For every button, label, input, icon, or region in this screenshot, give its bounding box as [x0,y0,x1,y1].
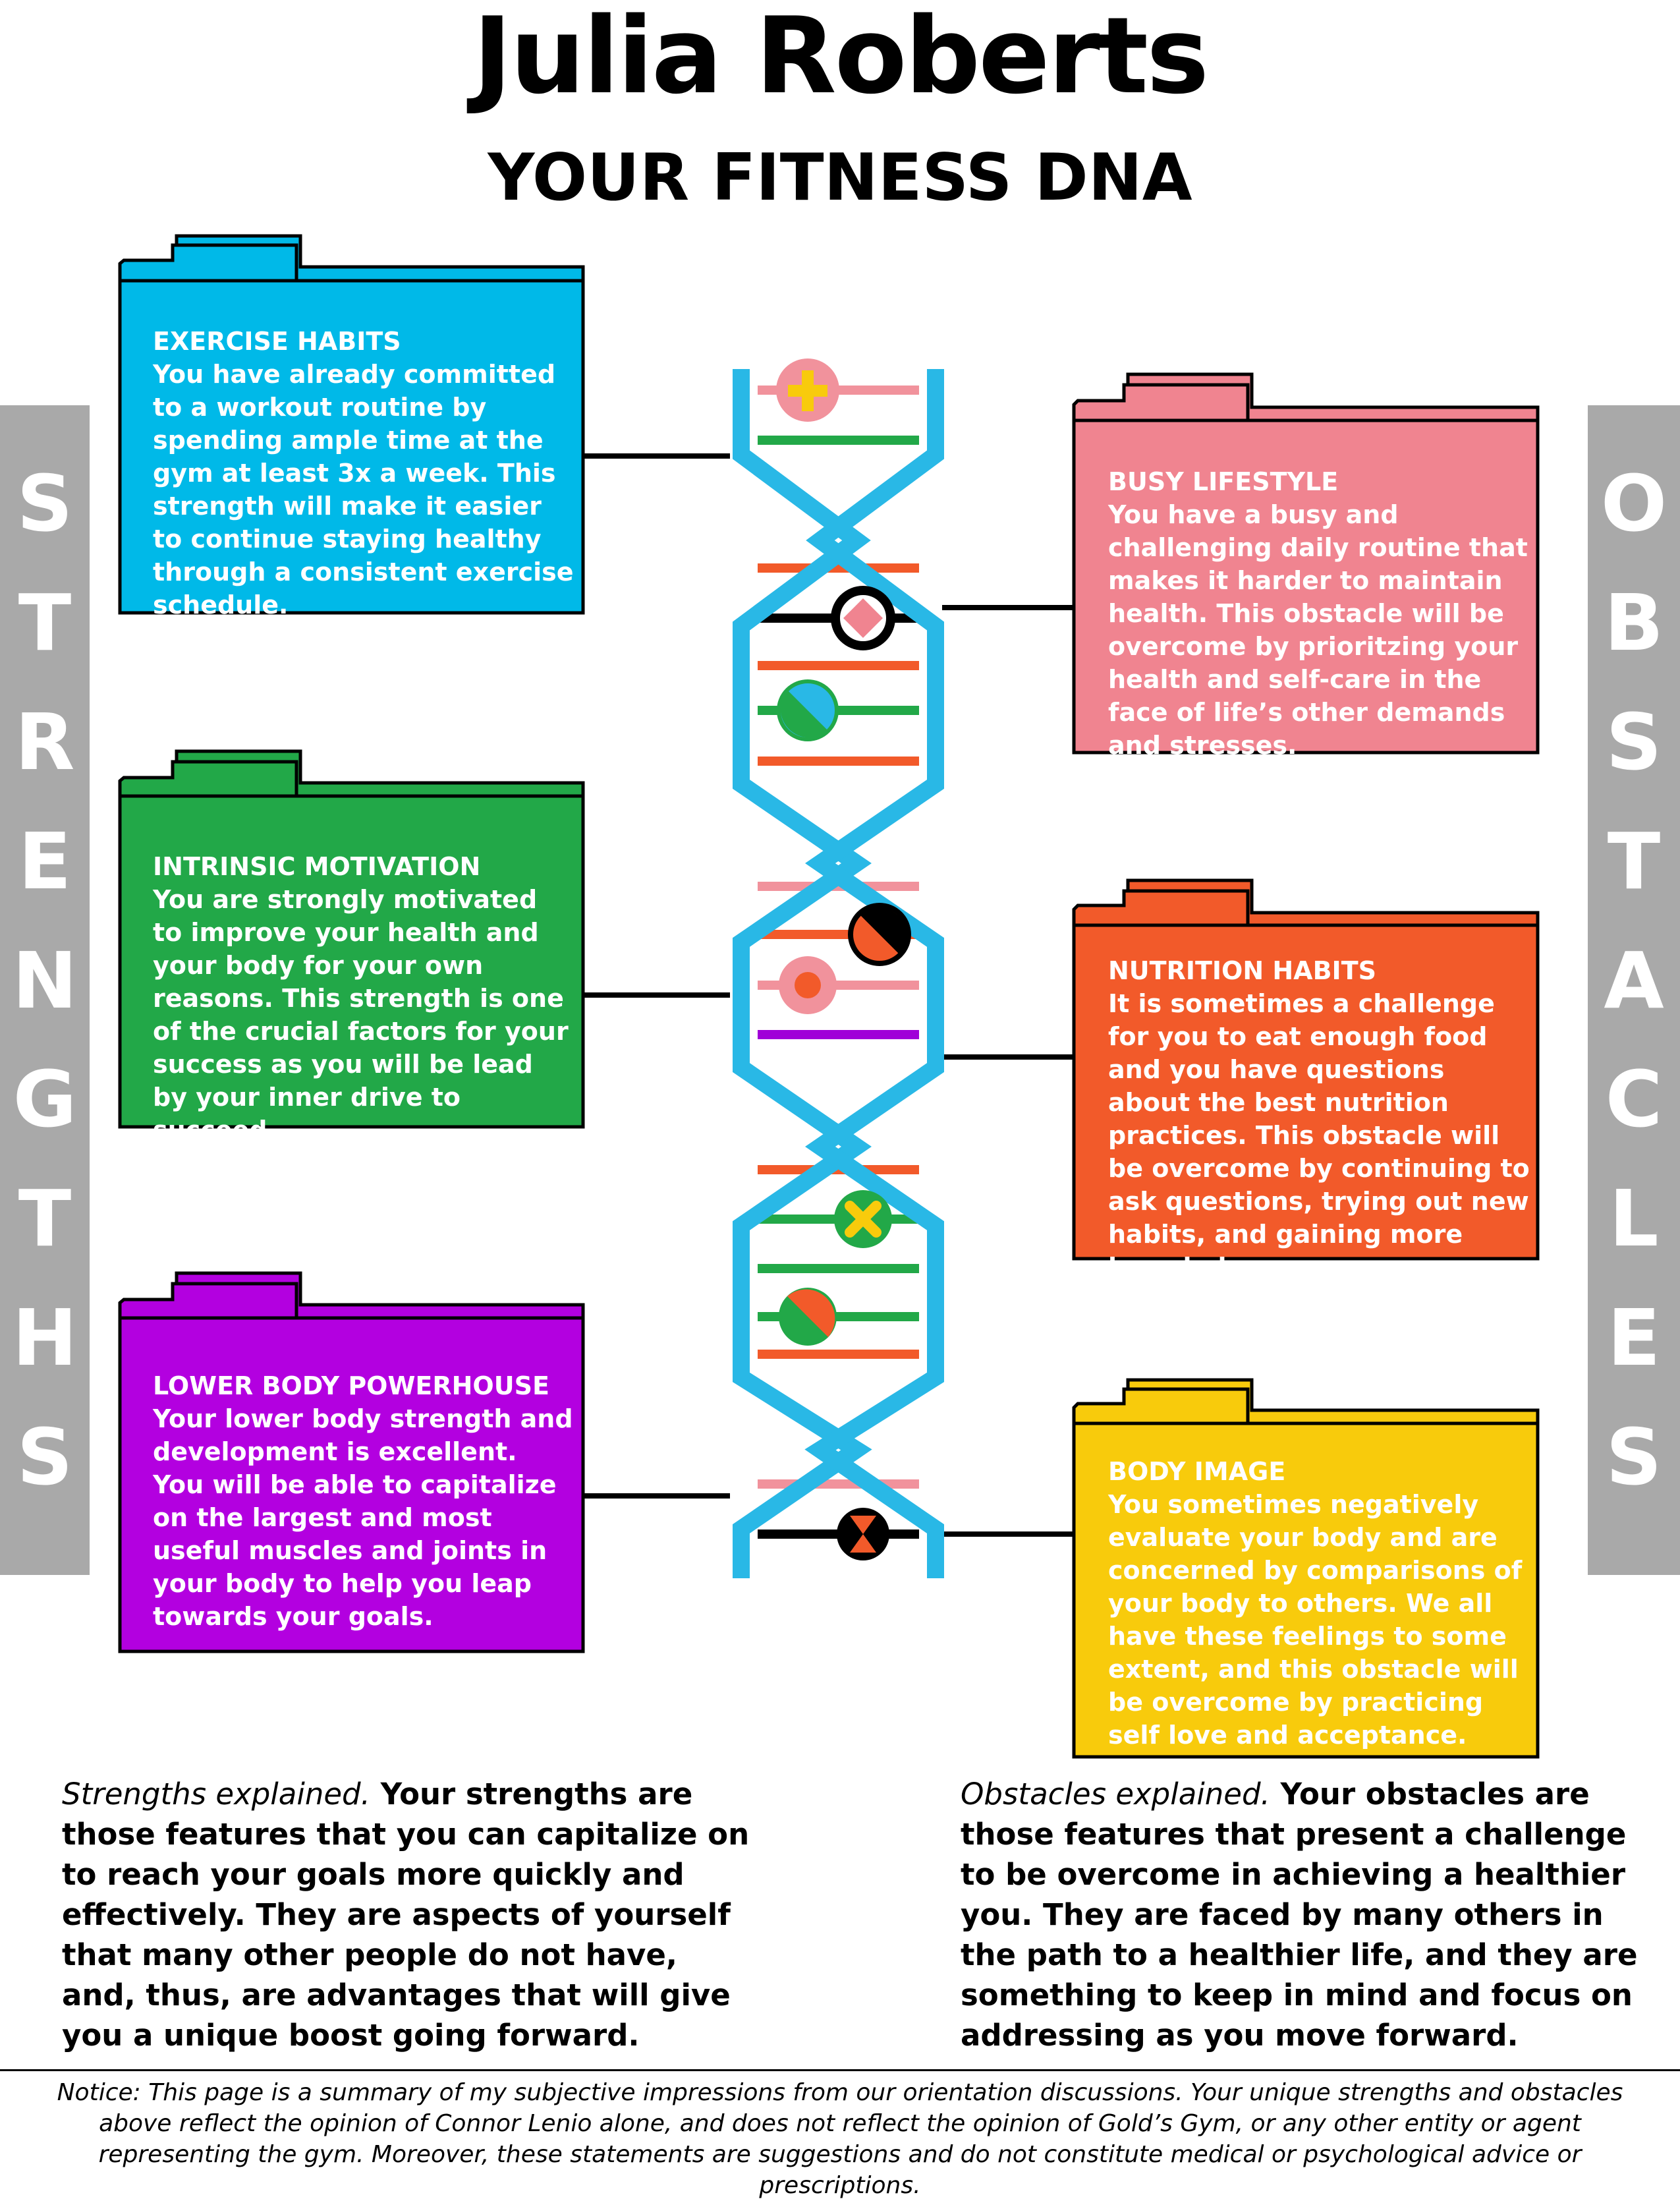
strengths-explanation: Strengths explained. Your strengths are … [62,1774,760,2055]
obstacle-card-busy-lifestyle: BUSY LIFESTYLE You have a busy and chall… [1108,465,1530,762]
sidebar-letter: H [12,1292,78,1384]
card-body: It is sometimes a challenge for you to e… [1108,989,1530,1282]
hourglass-icon [837,1508,889,1560]
dna-strands [733,369,944,1578]
card-body: You sometimes negatively evaluate your b… [1108,1490,1523,1750]
sidebar-letter: N [12,934,78,1026]
sidebar-letter: S [16,458,73,549]
strength-card-exercise-habits: EXERCISE HABITS You have already committ… [153,325,574,621]
obstacles-explanation-text: Your obstacles are those features that p… [961,1777,1638,2053]
sidebar-letter: T [18,577,72,668]
sidebar-letter: E [1607,1292,1661,1384]
sidebar-letter: B [1604,577,1664,668]
connector-lines [583,453,1074,1537]
sidebar-letter: C [1605,1054,1663,1145]
folder-nutrition-habits [1072,878,1540,1261]
card-body: You have a busy and challenging daily ro… [1108,500,1528,760]
card-body: You have already committed to a workout … [153,360,574,619]
target-icon [779,956,837,1014]
folder-exercise-habits [118,234,585,615]
obstacle-card-body-image: BODY IMAGE You sometimes negatively eval… [1108,1455,1530,1752]
folder-intrinsic-motivation [118,749,585,1129]
half-circle-icon [779,1288,837,1346]
sidebar-letter: G [13,1054,77,1145]
sidebar-letter: L [1609,1173,1659,1265]
folder-lower-body-powerhouse [118,1271,585,1653]
sidebar-letter: S [16,1412,73,1502]
diamond-icon [831,586,895,650]
card-title: BUSY LIFESTYLE [1108,467,1339,496]
card-title: NUTRITION HABITS [1108,956,1376,985]
half-circle-icon [777,679,839,741]
sidebar-letter: E [18,815,72,907]
sidebar-letter: S [1606,696,1662,787]
sidebar-letter: S [1606,1412,1662,1502]
sidebar-letter: T [18,1173,72,1265]
strength-card-lower-body-powerhouse: LOWER BODY POWERHOUSE Your lower body st… [153,1369,574,1633]
notice-divider [0,2069,1680,2071]
strengths-explanation-lead: Strengths explained. [62,1777,370,1812]
obstacles-sidebar: O B S T A C L E S [1588,405,1680,1575]
folder-body-image [1072,1378,1540,1759]
strength-card-intrinsic-motivation: INTRINSIC MOTIVATION You are strongly mo… [153,850,574,1147]
folder-busy-lifestyle [1072,372,1540,755]
sidebar-letter: R [14,696,75,787]
obstacles-explanation-lead: Obstacles explained. [961,1777,1270,1812]
plus-icon [776,358,839,422]
strengths-sidebar: S T R E N G T H S [0,405,90,1575]
dna-artwork [118,234,1540,1759]
obstacle-card-nutrition-habits: NUTRITION HABITS It is sometimes a chall… [1108,954,1530,1284]
card-body: You are strongly motivated to improve yo… [153,885,569,1145]
card-title: BODY IMAGE [1108,1457,1286,1486]
sidebar-letter: O [1600,458,1667,549]
page-subtitle: YOUR FITNESS DNA [488,140,1192,215]
half-circle-icon [848,903,911,966]
card-title: LOWER BODY POWERHOUSE [153,1371,549,1400]
sidebar-letter: T [1607,815,1661,907]
card-title: INTRINSIC MOTIVATION [153,852,481,881]
x-icon [834,1190,892,1248]
obstacles-explanation: Obstacles explained. Your obstacles are … [961,1774,1646,2055]
card-body: Your lower body strength and development… [153,1404,573,1631]
sidebar-letter: A [1604,934,1664,1026]
strengths-explanation-text: Your strengths are those features that y… [62,1777,750,2053]
notice-text: Notice: This page is a summary of my sub… [57,2079,1623,2199]
page-title: Julia Roberts [472,0,1210,117]
card-title: EXERCISE HABITS [153,327,401,356]
